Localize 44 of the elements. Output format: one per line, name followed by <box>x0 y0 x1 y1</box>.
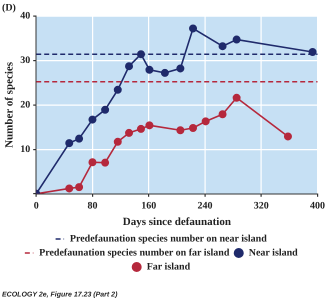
x-tick-label: 160 <box>141 200 156 212</box>
point <box>145 121 154 130</box>
point <box>160 68 169 77</box>
legend-label: Predefaunation species number on far island <box>39 248 230 259</box>
point <box>88 158 96 166</box>
point <box>125 128 134 137</box>
legend-label: Near island <box>248 248 298 259</box>
point <box>65 139 74 148</box>
point <box>232 36 241 44</box>
point <box>88 116 96 124</box>
x-tick-label: 80 <box>87 200 98 212</box>
x-axis-title: Days since defaunation <box>122 216 231 228</box>
point <box>308 48 317 56</box>
point <box>218 110 227 118</box>
chart-title: (D) <box>2 2 16 14</box>
point <box>176 126 184 134</box>
point <box>218 42 227 50</box>
point <box>136 124 145 133</box>
point <box>145 66 154 74</box>
point <box>101 158 110 167</box>
legend-label: Predefaunation species number on near island <box>70 234 268 245</box>
x-tick-label: 320 <box>254 200 269 212</box>
point <box>202 117 210 126</box>
y-axis-title: Number of species <box>3 61 16 148</box>
x-tick-label: 400 <box>310 200 325 212</box>
point <box>284 132 292 140</box>
legend-label: Far island <box>146 262 191 273</box>
point <box>125 62 134 70</box>
point <box>75 183 84 192</box>
y-tick-label: 30 <box>20 55 30 66</box>
point <box>232 94 241 102</box>
point <box>114 86 122 94</box>
point <box>101 106 110 114</box>
point <box>189 124 198 132</box>
y-tick-label: 10 <box>20 144 30 155</box>
point <box>65 184 74 192</box>
point <box>189 24 198 32</box>
point <box>75 134 84 143</box>
y-tick-label: 40 <box>20 10 30 22</box>
x-tick-label: 0 <box>34 200 39 212</box>
x-tick-label: 240 <box>197 200 212 212</box>
y-tick-label: 20 <box>20 99 30 110</box>
point <box>114 138 122 146</box>
point <box>176 64 184 72</box>
